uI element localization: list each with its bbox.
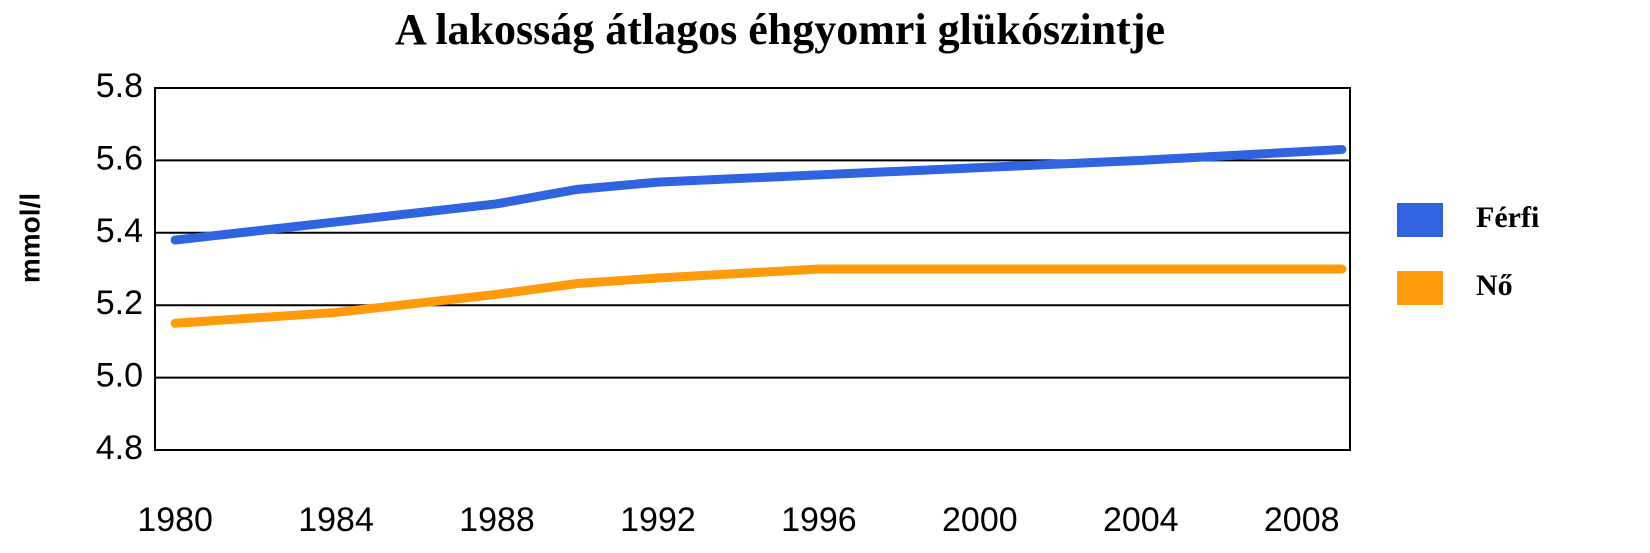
y-axis-label: mmol/l bbox=[14, 193, 45, 283]
x-tick-label: 1992 bbox=[620, 501, 696, 539]
x-tick-label: 1980 bbox=[137, 501, 213, 539]
y-tick-label: 4.8 bbox=[96, 429, 143, 467]
line-series bbox=[170, 145, 1347, 245]
y-tick-label: 5.8 bbox=[96, 67, 143, 105]
chart-title: A lakosság átlagos éhgyomri glükószintje bbox=[395, 5, 1165, 54]
x-tick-label: 2004 bbox=[1103, 501, 1179, 539]
y-tick-label: 5.6 bbox=[96, 139, 143, 177]
legend-swatch bbox=[1397, 203, 1443, 237]
line-series bbox=[170, 264, 1347, 328]
x-tick-label: 2000 bbox=[942, 501, 1018, 539]
y-tick-label: 5.2 bbox=[96, 284, 143, 322]
legend-label: Férfi bbox=[1476, 201, 1539, 234]
x-tick-label: 2008 bbox=[1264, 501, 1340, 539]
legend-label: Nő bbox=[1476, 269, 1513, 302]
legend-swatch bbox=[1397, 271, 1443, 305]
x-tick-label: 1988 bbox=[459, 501, 535, 539]
y-tick-label: 5.4 bbox=[96, 212, 143, 250]
y-tick-label: 5.0 bbox=[96, 357, 143, 395]
x-tick-label: 1984 bbox=[298, 501, 374, 539]
x-tick-label: 1996 bbox=[781, 501, 857, 539]
